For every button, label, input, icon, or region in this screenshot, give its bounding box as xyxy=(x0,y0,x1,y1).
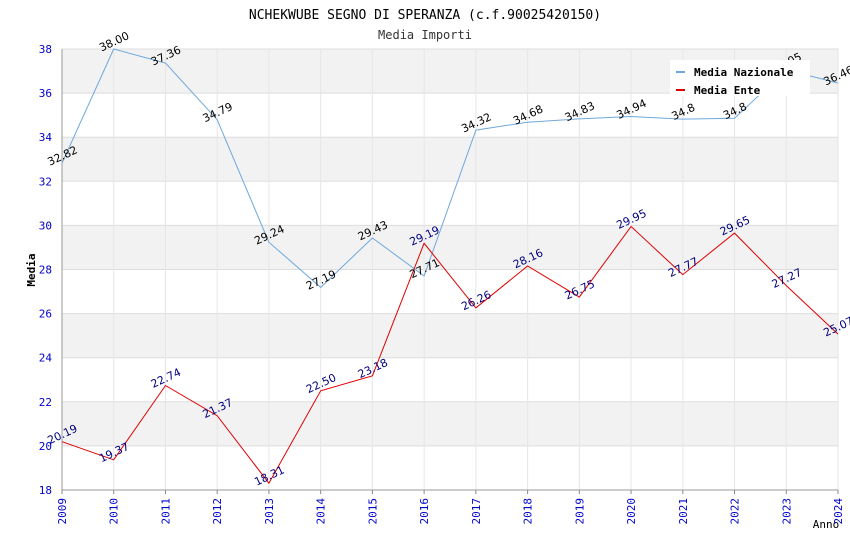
y-tick-label: 36 xyxy=(39,87,52,100)
plot-band xyxy=(62,313,838,358)
x-tick-label: 2020 xyxy=(625,498,638,525)
x-tick-label: 2012 xyxy=(211,498,224,525)
x-tick-label: 2011 xyxy=(159,498,172,525)
data-label: 34.8 xyxy=(669,101,697,123)
y-tick-label: 32 xyxy=(39,175,52,188)
plot-band xyxy=(62,137,838,182)
series-line-media-ente xyxy=(61,225,839,485)
data-label: 26.26 xyxy=(459,288,493,313)
x-tick-label: 2021 xyxy=(677,498,690,525)
data-label: 22.50 xyxy=(304,371,338,396)
series-line-media-nazionale xyxy=(61,48,839,289)
y-tick-label: 22 xyxy=(39,396,52,409)
y-tick-label: 26 xyxy=(39,308,52,321)
x-tick-label: 2019 xyxy=(573,498,586,525)
plot-bands xyxy=(62,49,838,446)
x-tick-label: 2014 xyxy=(315,498,328,525)
x-tick-label: 2013 xyxy=(263,498,276,525)
chart-subtitle: Media Importi xyxy=(378,28,472,42)
data-label: 34.83 xyxy=(563,99,597,124)
x-tick-label: 2022 xyxy=(729,498,742,525)
data-label: 34.68 xyxy=(511,102,545,127)
series-lines xyxy=(61,48,839,485)
y-tick-label: 28 xyxy=(39,264,52,277)
y-tick-label: 24 xyxy=(39,352,53,365)
legend-box xyxy=(670,60,810,96)
legend: Media Nazionale Media Ente xyxy=(670,60,810,97)
y-tick-label: 30 xyxy=(39,219,52,232)
y-tick-label: 34 xyxy=(39,131,53,144)
y-tick-label: 20 xyxy=(39,440,52,453)
data-label: 34.94 xyxy=(615,97,649,122)
legend-entry: Media Ente xyxy=(694,84,761,97)
y-tick-label: 18 xyxy=(39,484,52,497)
plot-band xyxy=(62,225,838,270)
data-label: 34.8 xyxy=(721,100,749,122)
data-label: 34.32 xyxy=(459,110,493,135)
x-tick-label: 2023 xyxy=(780,498,793,525)
x-tick-label: 2015 xyxy=(366,498,379,525)
x-axis-label: Anno xyxy=(813,518,840,531)
x-tick-label: 2017 xyxy=(470,498,483,525)
chart-title: NCHEKWUBE SEGNO DI SPERANZA (c.f.9002542… xyxy=(249,8,601,23)
data-label: 23.18 xyxy=(356,356,390,381)
plot-band xyxy=(62,401,838,446)
x-tick-label: 2018 xyxy=(522,498,535,525)
data-label: 22.74 xyxy=(149,366,183,391)
data-label: 18.31 xyxy=(252,463,286,488)
data-label: 27.19 xyxy=(304,268,338,293)
data-label: 26.75 xyxy=(563,277,597,302)
y-tick-label: 38 xyxy=(39,43,52,56)
y-axis-label: Media xyxy=(25,253,38,286)
x-tick-label: 2010 xyxy=(108,498,121,525)
x-tick-label: 2009 xyxy=(56,498,69,525)
x-tick-label: 2016 xyxy=(418,498,431,525)
legend-entry: Media Nazionale xyxy=(694,66,794,79)
x-tick-label: 2024 xyxy=(832,498,845,525)
